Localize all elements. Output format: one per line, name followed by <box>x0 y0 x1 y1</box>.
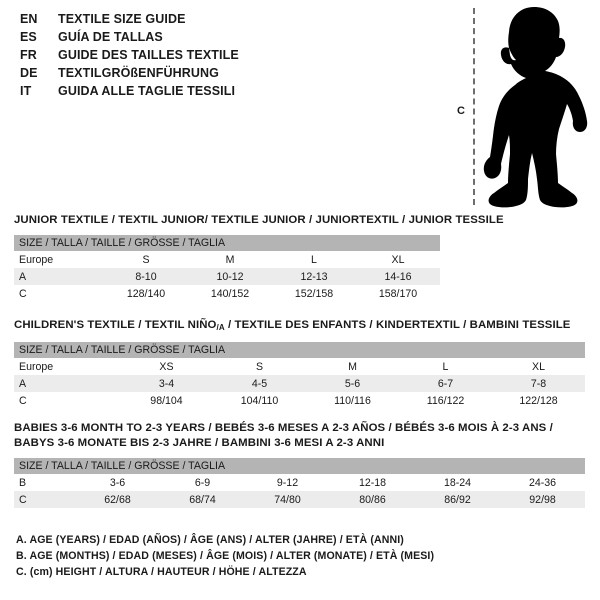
legend-line-c: C. (cm) HEIGHT / ALTURA / HAUTEUR / HÖHE… <box>16 566 307 578</box>
cell: 104/110 <box>213 392 306 409</box>
cell: 122/128 <box>492 392 586 409</box>
cell: 12-18 <box>330 474 415 491</box>
row-label: C <box>14 392 120 409</box>
cell: 110/116 <box>306 392 399 409</box>
cell: L <box>399 358 492 375</box>
cell: XS <box>120 358 213 375</box>
cell: 128/140 <box>104 285 188 302</box>
table-row: B 3-6 6-9 9-12 12-18 18-24 24-36 <box>14 474 586 491</box>
table-row: Europe XS S M L XL <box>14 358 586 375</box>
language-title: GUIDE DES TAILLES TEXTILE <box>58 48 239 62</box>
cell: 92/98 <box>500 491 586 508</box>
cell: 86/92 <box>415 491 500 508</box>
table-band-header: SIZE / TALLA / TAILLE / GRÖSSE / TAGLIA <box>14 458 586 474</box>
cell: 12-13 <box>272 268 356 285</box>
row-label: A <box>14 375 120 392</box>
row-label: Europe <box>14 358 120 375</box>
cell: 152/158 <box>272 285 356 302</box>
language-row: EN TEXTILE SIZE GUIDE <box>20 12 440 30</box>
cell: 3-6 <box>75 474 160 491</box>
table-band-header: SIZE / TALLA / TAILLE / GRÖSSE / TAGLIA <box>14 235 441 251</box>
legend-line-b: B. AGE (MONTHS) / EDAD (MESES) / ÂGE (MO… <box>16 550 435 562</box>
cell: 4-5 <box>213 375 306 392</box>
cell: 98/104 <box>120 392 213 409</box>
section-heading-pre: CHILDREN'S TEXTILE / TEXTIL NIÑO <box>14 319 217 331</box>
language-header: EN TEXTILE SIZE GUIDE ES GUÍA DE TALLAS … <box>20 12 440 102</box>
language-row: DE TEXTILGRÖßENFÜHRUNG <box>20 66 440 84</box>
legend-line-a: A. AGE (YEARS) / EDAD (AÑOS) / ÂGE (ANS)… <box>16 534 404 546</box>
band-label: SIZE / TALLA / TAILLE / GRÖSSE / TAGLIA <box>14 235 441 251</box>
section-heading: JUNIOR TEXTILE / TEXTIL JUNIOR/ TEXTILE … <box>14 214 504 226</box>
cell: 6-9 <box>160 474 245 491</box>
cell: 6-7 <box>399 375 492 392</box>
children-size-table: SIZE / TALLA / TAILLE / GRÖSSE / TAGLIA … <box>14 342 586 409</box>
table-band-header: SIZE / TALLA / TAILLE / GRÖSSE / TAGLIA <box>14 342 586 358</box>
table-row: C 128/140 140/152 152/158 158/170 <box>14 285 441 302</box>
section-heading-post: / TEXTILE DES ENFANTS / KINDERTEXTIL / B… <box>224 319 571 331</box>
language-title: GUÍA DE TALLAS <box>58 30 163 44</box>
table-row: A 3-4 4-5 5-6 6-7 7-8 <box>14 375 586 392</box>
language-row: FR GUIDE DES TAILLES TEXTILE <box>20 48 440 66</box>
band-label: SIZE / TALLA / TAILLE / GRÖSSE / TAGLIA <box>14 342 586 358</box>
band-label: SIZE / TALLA / TAILLE / GRÖSSE / TAGLIA <box>14 458 586 474</box>
cell: 140/152 <box>188 285 272 302</box>
section-heading-sub: /A <box>216 323 225 332</box>
language-code: EN <box>20 12 38 26</box>
row-label: Europe <box>14 251 104 268</box>
cell: 80/86 <box>330 491 415 508</box>
cell: XL <box>492 358 586 375</box>
babies-size-table: SIZE / TALLA / TAILLE / GRÖSSE / TAGLIA … <box>14 458 586 508</box>
cell: 116/122 <box>399 392 492 409</box>
legend-footer: A. AGE (YEARS) / EDAD (AÑOS) / ÂGE (ANS)… <box>16 532 576 580</box>
section-babies-textile: BABIES 3-6 MONTH TO 2-3 YEARS / BEBÉS 3-… <box>14 421 586 508</box>
cell: 158/170 <box>356 285 441 302</box>
section-junior-textile: JUNIOR TEXTILE / TEXTIL JUNIOR/ TEXTILE … <box>14 213 504 302</box>
cell: S <box>213 358 306 375</box>
language-title: TEXTILE SIZE GUIDE <box>58 12 186 26</box>
language-title: TEXTILGRÖßENFÜHRUNG <box>58 66 219 80</box>
table-row: A 8-10 10-12 12-13 14-16 <box>14 268 441 285</box>
cell: 9-12 <box>245 474 330 491</box>
cell: XL <box>356 251 441 268</box>
junior-size-table: SIZE / TALLA / TAILLE / GRÖSSE / TAGLIA … <box>14 235 441 302</box>
cell: 14-16 <box>356 268 441 285</box>
cell: 3-4 <box>120 375 213 392</box>
section-heading-line2: BABYS 3-6 MONATE BIS 2-3 JAHRE / BAMBINI… <box>14 437 385 449</box>
cell: M <box>306 358 399 375</box>
cell: 24-36 <box>500 474 586 491</box>
table-row: C 98/104 104/110 110/116 116/122 122/128 <box>14 392 586 409</box>
cell: 74/80 <box>245 491 330 508</box>
height-measure-dashed-line <box>473 8 475 205</box>
height-illustration: C <box>440 0 600 215</box>
cell: 68/74 <box>160 491 245 508</box>
row-label: A <box>14 268 104 285</box>
row-label: B <box>14 474 75 491</box>
cell: 7-8 <box>492 375 586 392</box>
row-label: C <box>14 491 75 508</box>
table-row: Europe S M L XL <box>14 251 441 268</box>
language-code: DE <box>20 66 38 80</box>
cell: 8-10 <box>104 268 188 285</box>
cell: 5-6 <box>306 375 399 392</box>
language-row: IT GUIDA ALLE TAGLIE TESSILI <box>20 84 440 102</box>
cell: L <box>272 251 356 268</box>
cell: M <box>188 251 272 268</box>
height-measure-label: C <box>457 105 465 117</box>
language-code: FR <box>20 48 37 62</box>
language-code: IT <box>20 84 32 98</box>
section-heading-line1: BABIES 3-6 MONTH TO 2-3 YEARS / BEBÉS 3-… <box>14 422 553 434</box>
language-title: GUIDA ALLE TAGLIE TESSILI <box>58 84 236 98</box>
section-heading: CHILDREN'S TEXTILE / TEXTIL NIÑO/A / TEX… <box>14 318 585 335</box>
table-row: C 62/68 68/74 74/80 80/86 86/92 92/98 <box>14 491 586 508</box>
cell: 62/68 <box>75 491 160 508</box>
cell: S <box>104 251 188 268</box>
row-label: C <box>14 285 104 302</box>
section-childrens-textile: CHILDREN'S TEXTILE / TEXTIL NIÑO/A / TEX… <box>14 318 586 409</box>
language-row: ES GUÍA DE TALLAS <box>20 30 440 48</box>
language-code: ES <box>20 30 37 44</box>
cell: 10-12 <box>188 268 272 285</box>
cell: 18-24 <box>415 474 500 491</box>
baby-silhouette-icon <box>483 7 588 208</box>
